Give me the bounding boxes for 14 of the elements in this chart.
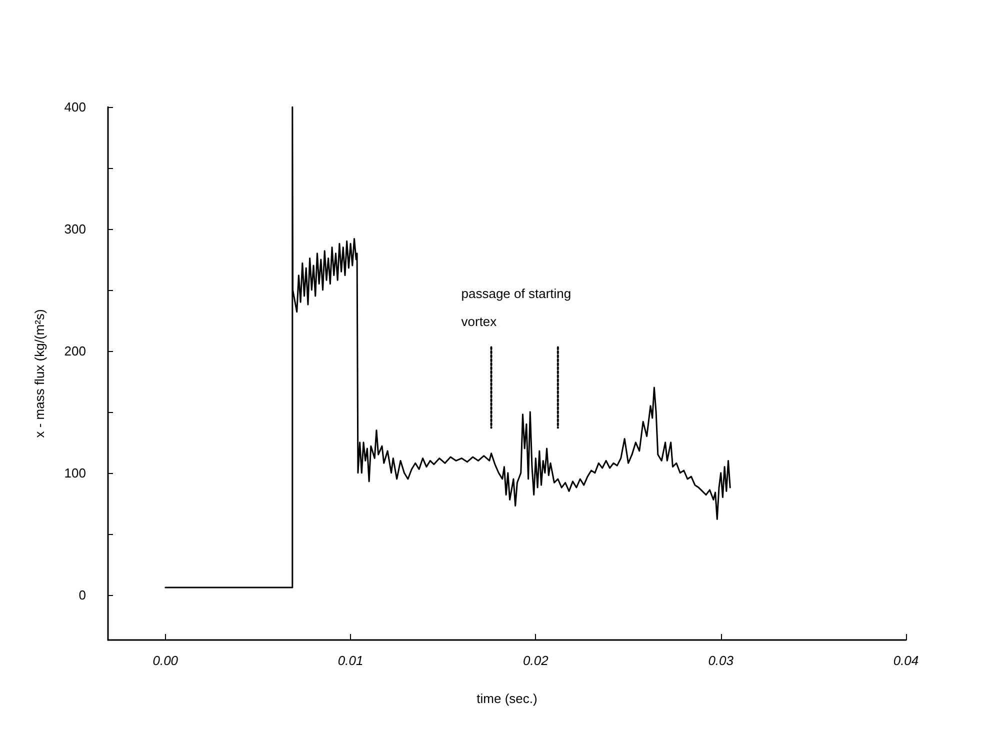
y-tick-label: 300: [64, 221, 86, 236]
x-tick-label: 0.04: [893, 653, 919, 668]
x-tick-label: 0.01: [338, 653, 364, 668]
y-tick-label: 200: [64, 343, 86, 358]
x-axis-title: time (sec.): [476, 691, 538, 706]
y-tick-label: 0: [78, 587, 86, 602]
y-tick-label: 400: [64, 100, 86, 114]
x-tick-label: 0.02: [523, 653, 550, 668]
y-tick-label: 100: [64, 465, 86, 480]
line-series: [164, 106, 731, 588]
x-tick-label: 0.03: [708, 653, 734, 668]
y-axis-title: x - mass flux (kg/(m²s): [32, 309, 47, 438]
annotation: passage of starting vortex: [461, 286, 575, 329]
x-tick-label: 0.00: [152, 653, 179, 668]
